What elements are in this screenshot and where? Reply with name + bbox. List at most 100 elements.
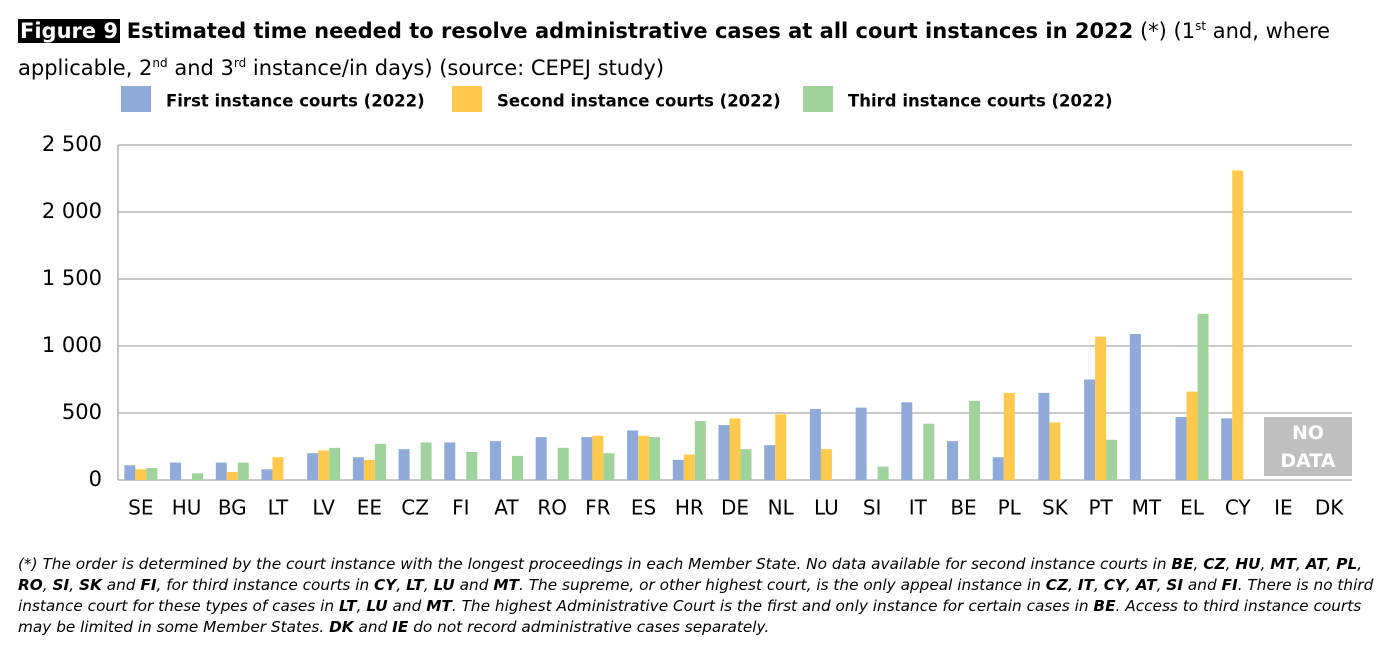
x-tick-label: RO xyxy=(537,496,567,520)
subtitle-text: (*) (1 xyxy=(1139,19,1196,43)
x-tick-label: PT xyxy=(1088,496,1113,520)
bar xyxy=(363,459,375,480)
footnote-text: and xyxy=(454,576,494,594)
legend-label: Third instance courts (2022) xyxy=(848,92,1113,111)
figure-label: Figure 9 xyxy=(18,19,121,43)
x-tick-label: AT xyxy=(494,496,519,520)
bar xyxy=(318,450,330,480)
footnote-bold: LT xyxy=(406,576,424,594)
x-tick-label: HR xyxy=(675,496,704,520)
x-tick-label: PL xyxy=(998,496,1022,520)
footnote-text: , xyxy=(1260,555,1271,573)
footnote-bold: LU xyxy=(433,576,455,594)
footnote-bold: LT xyxy=(338,597,357,615)
legend-label: First instance courts (2022) xyxy=(166,92,425,111)
footnote-text: , xyxy=(42,576,53,594)
bar xyxy=(329,447,341,480)
x-tick-label: CY xyxy=(1225,496,1252,520)
footnote-bold: SI xyxy=(1166,576,1184,594)
x-tick-label: EE xyxy=(357,496,382,520)
footnote-text: , for third instance courts in xyxy=(156,576,375,594)
x-tick-label: IE xyxy=(1274,496,1293,520)
footnote: (*) The order is determined by the court… xyxy=(18,554,1380,638)
footnote-bold: MT xyxy=(493,576,519,594)
no-data-box: NO DATA xyxy=(1264,417,1352,476)
x-tick-label: MT xyxy=(1132,496,1162,520)
bar xyxy=(1106,439,1118,480)
footnote-text: and xyxy=(101,576,141,594)
x-tick-label: SK xyxy=(1042,496,1069,520)
subtitle-text: and, where applicable, 2 xyxy=(18,19,1331,80)
x-tick-label: IT xyxy=(909,496,928,520)
footnote-text: , xyxy=(1295,555,1306,573)
bar xyxy=(1049,422,1061,480)
bar xyxy=(557,447,569,480)
bar xyxy=(1221,418,1233,480)
bar xyxy=(683,454,695,480)
bar xyxy=(511,455,523,480)
superscript: st xyxy=(1195,19,1207,33)
bar xyxy=(627,430,639,480)
footnote-text: , xyxy=(1156,576,1167,594)
footnote-bold: LU xyxy=(366,597,388,615)
bar xyxy=(307,453,319,480)
bar xyxy=(226,471,238,480)
footnote-bold: FI xyxy=(140,576,157,594)
bar xyxy=(729,418,741,480)
bar xyxy=(603,453,615,480)
bar xyxy=(649,437,661,480)
chart-subtitle: (*) (1st and, where applicable, 2nd and … xyxy=(18,19,1330,80)
x-tick-label: ES xyxy=(631,496,656,520)
footnote-bold: AT xyxy=(1135,576,1157,594)
y-tick-label: 2 000 xyxy=(42,199,102,223)
footnote-bold: IT xyxy=(1077,576,1094,594)
footnote-bold: DK xyxy=(329,618,354,636)
x-tick-label: LV xyxy=(312,496,335,520)
footnote-text: , xyxy=(1068,576,1078,594)
footnote-text: . There is no third instance court for t… xyxy=(18,576,1374,615)
x-tick-label: SE xyxy=(128,496,153,520)
bar xyxy=(352,457,364,480)
bar xyxy=(592,435,604,480)
footnote-bold: SK xyxy=(78,576,102,594)
x-tick-label: LU xyxy=(814,496,839,520)
bar xyxy=(1084,379,1096,480)
bar xyxy=(135,469,147,480)
footnote-text: , xyxy=(396,576,407,594)
bar xyxy=(1003,392,1015,480)
bar xyxy=(718,425,730,480)
x-tick-label: DK xyxy=(1315,496,1344,520)
bar xyxy=(923,423,935,480)
subtitle-text: and 3 xyxy=(167,56,234,80)
footnote-text: , xyxy=(1126,576,1136,594)
footnote-text: and xyxy=(353,618,393,636)
x-tick-label: CZ xyxy=(401,496,429,520)
y-tick-label: 1 500 xyxy=(42,266,102,290)
bar xyxy=(398,449,410,480)
footnote-bold: AT xyxy=(1305,555,1327,573)
footnote-text: . Access to third instance courts may be… xyxy=(18,597,1362,636)
footnote-bold: MT xyxy=(426,597,452,615)
bar xyxy=(1129,333,1141,480)
footnote-text: , xyxy=(69,576,79,594)
bar xyxy=(237,462,249,480)
footnote-bold: CY xyxy=(1103,576,1127,594)
bar xyxy=(444,442,456,480)
y-tick-label: 1 000 xyxy=(42,333,102,357)
bar xyxy=(192,473,204,480)
footnote-text: , xyxy=(1093,576,1104,594)
bar xyxy=(1038,392,1050,480)
y-tick-label: 500 xyxy=(62,400,102,424)
bar xyxy=(740,449,752,480)
footnote-bold: SI xyxy=(52,576,70,594)
footnote-bold: PL xyxy=(1336,555,1358,573)
footnote-text: do not record administrative cases separ… xyxy=(408,618,770,636)
bar xyxy=(215,462,227,480)
footnote-bold: MT xyxy=(1270,555,1296,573)
footnote-bold: BE xyxy=(1093,597,1116,615)
bar xyxy=(672,459,684,480)
bar xyxy=(992,457,1004,480)
footnote-bold: CZ xyxy=(1045,576,1069,594)
